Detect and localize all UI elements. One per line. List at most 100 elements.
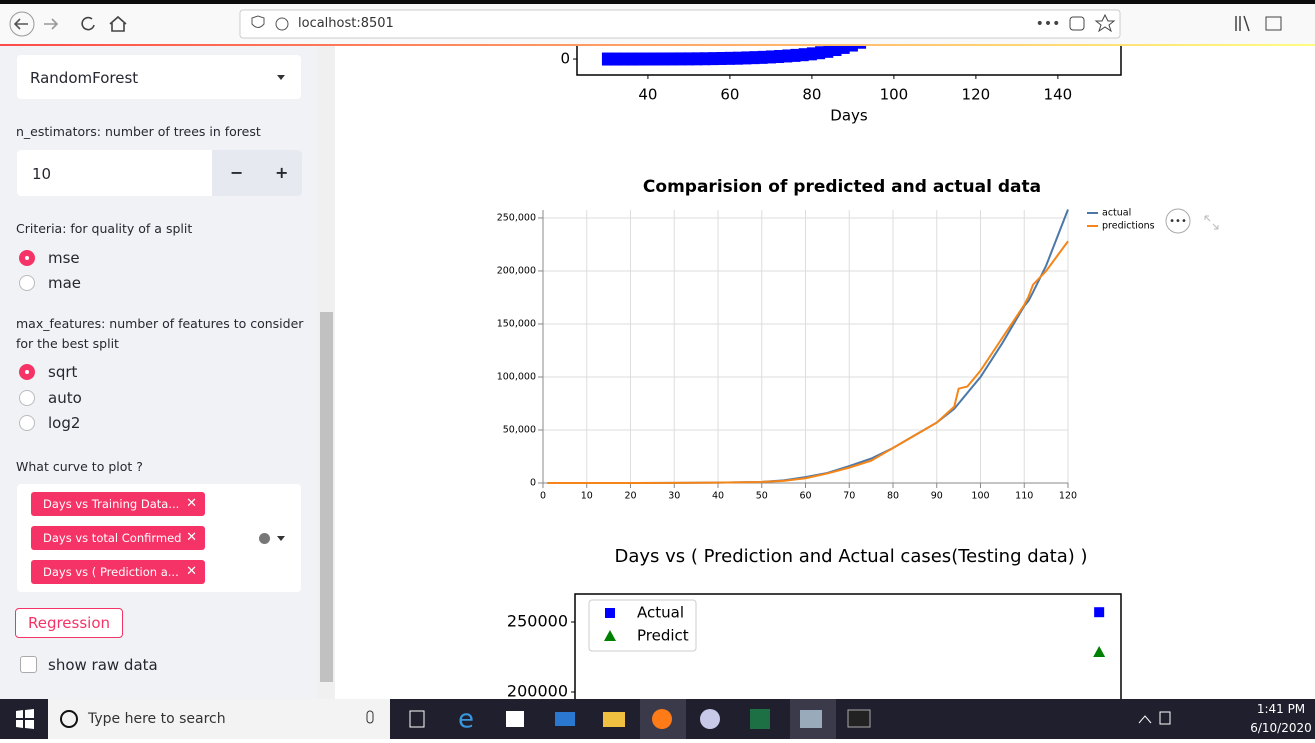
radio[interactable] xyxy=(19,250,35,266)
checkbox-label[interactable]: show raw data xyxy=(48,656,158,674)
point xyxy=(733,51,744,65)
plot-frame xyxy=(574,593,1122,699)
x-tick-label: 0 xyxy=(540,491,546,502)
tag-text: Days vs ( Prediction a... xyxy=(43,565,179,579)
x-tick-label: 90 xyxy=(931,491,943,502)
stepper: − + xyxy=(212,150,302,196)
radio-label[interactable]: log2 xyxy=(48,414,81,432)
expand-icon[interactable] xyxy=(1204,215,1219,230)
menu-button[interactable] xyxy=(1165,208,1191,234)
y-tick-label: 250000 xyxy=(507,612,568,631)
x-tick-label: 50 xyxy=(756,491,768,502)
label: Criteria: for quality of a split xyxy=(16,221,193,236)
caret xyxy=(277,536,285,541)
url[interactable]: localhost:8501 xyxy=(298,16,394,31)
point xyxy=(659,52,670,66)
x-tick-label: 140 xyxy=(1044,86,1073,104)
clear-icon[interactable] xyxy=(259,533,270,544)
x-tick-label: 80 xyxy=(887,491,899,502)
point xyxy=(765,50,776,64)
increment-button[interactable]: + xyxy=(275,163,289,182)
x-tick-label: 70 xyxy=(843,491,855,502)
point xyxy=(683,52,694,66)
checkbox[interactable] xyxy=(20,656,37,673)
point xyxy=(856,46,867,49)
line xyxy=(547,240,1069,484)
x-tick-label: 100 xyxy=(971,491,989,502)
legend-swatch xyxy=(604,630,616,641)
sidebar: RandomForest n_estimators: number of tre… xyxy=(0,46,318,699)
point xyxy=(618,52,629,66)
tag[interactable]: Days vs total Confirmed ✕ xyxy=(31,526,205,550)
scroll-thumb[interactable] xyxy=(320,312,333,682)
tag[interactable]: Days vs Training Data... ✕ xyxy=(31,492,205,516)
taskbar-icons: e xyxy=(16,699,1171,739)
clock-time: 1:41 PM xyxy=(1256,702,1306,716)
chart-title: Days vs ( Prediction and Actual cases(Te… xyxy=(614,546,1087,567)
tag-text: Days vs total Confirmed xyxy=(43,531,182,545)
x-tick-label: 10 xyxy=(581,491,593,502)
caret xyxy=(277,75,285,80)
point xyxy=(610,52,621,66)
radio-label[interactable]: mse xyxy=(48,249,80,267)
plot-frame xyxy=(576,46,1122,76)
y-tick-label: 250,000 xyxy=(497,212,536,223)
svg-text:•••: ••• xyxy=(1036,16,1061,32)
point xyxy=(839,46,850,54)
radio[interactable] xyxy=(19,415,35,431)
legend-label: actual xyxy=(1102,208,1131,219)
x-tick-label: 100 xyxy=(880,86,909,104)
radio[interactable] xyxy=(19,275,35,291)
number-input[interactable]: 10 xyxy=(17,150,212,196)
legend-label: Predict xyxy=(637,627,689,645)
y-tick-label: 200000 xyxy=(507,682,568,700)
legend-label: Actual xyxy=(637,604,684,622)
point xyxy=(724,51,735,65)
point xyxy=(774,50,785,64)
x-tick-label: 20 xyxy=(624,491,636,502)
legend-swatch xyxy=(605,608,615,618)
point xyxy=(798,48,809,62)
point xyxy=(708,52,719,66)
taskbar: e Type here to search 1:41 PM 6/10/2020 xyxy=(0,699,1315,739)
label: max_features: number of features to cons… xyxy=(16,316,304,351)
radio[interactable] xyxy=(19,390,35,406)
scrollbar[interactable] xyxy=(318,46,335,699)
search-box[interactable]: Type here to search xyxy=(88,711,226,727)
select-box[interactable]: RandomForest xyxy=(17,55,301,99)
point xyxy=(749,51,760,65)
x-tick-label: 60 xyxy=(720,86,739,104)
radio-label[interactable]: sqrt xyxy=(48,363,78,381)
decrement-button[interactable]: − xyxy=(230,163,244,182)
browser-icons: ••• xyxy=(0,0,1315,39)
line xyxy=(547,209,1069,484)
point xyxy=(815,46,826,60)
point xyxy=(667,52,678,66)
tag[interactable]: Days vs ( Prediction a... ✕ xyxy=(31,560,205,584)
radio-label[interactable]: auto xyxy=(48,389,82,407)
x-tick-label: 120 xyxy=(1059,491,1077,502)
browser-bar: ••• localhost:8501 xyxy=(0,0,1315,46)
svg-text:e: e xyxy=(458,705,474,735)
label: n_estimators: number of trees in forest xyxy=(16,124,261,139)
x-tick-label: 40 xyxy=(638,86,657,104)
decoration xyxy=(0,44,1315,46)
x-tick-label: 110 xyxy=(1015,491,1033,502)
y-tick-label: 100,000 xyxy=(497,371,536,382)
point xyxy=(831,46,842,57)
radio[interactable] xyxy=(19,364,35,380)
point xyxy=(806,47,817,61)
point xyxy=(1094,607,1105,618)
multiselect[interactable]: Days vs Training Data... ✕ Days vs total … xyxy=(17,484,301,592)
x-tick-label: 60 xyxy=(799,491,811,502)
select-value: RandomForest xyxy=(30,69,139,87)
point xyxy=(716,51,727,65)
y-tick-label: 0 xyxy=(560,50,570,68)
number-value: 10 xyxy=(32,165,52,183)
point xyxy=(700,52,711,66)
regression-button[interactable]: Regression xyxy=(15,608,123,638)
radio-label[interactable]: mae xyxy=(48,274,82,292)
legend-label: predictions xyxy=(1102,221,1155,232)
point xyxy=(692,52,703,66)
